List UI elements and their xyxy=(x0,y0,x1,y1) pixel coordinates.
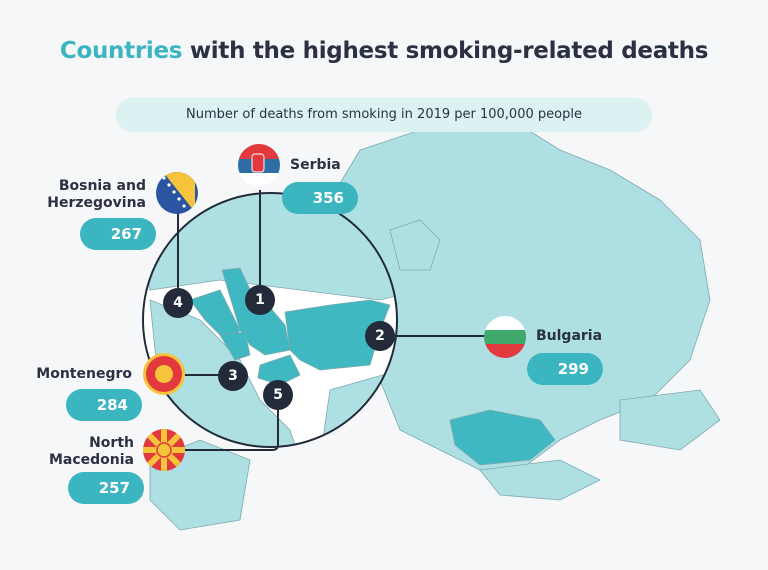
zoom-circle-border xyxy=(142,192,398,448)
title-rest: with the highest smoking-related deaths xyxy=(182,38,709,64)
rank-marker-3: 3 xyxy=(218,361,248,391)
title-highlight: Countries xyxy=(59,38,183,64)
value-badge-serbia: 356 xyxy=(282,182,358,214)
value-badge-north-macedonia: 257 xyxy=(68,472,144,504)
subtitle-pill: Number of deaths from smoking in 2019 pe… xyxy=(116,98,652,132)
country-name-bulgaria: Bulgaria xyxy=(536,328,603,344)
value-badge-bulgaria: 299 xyxy=(527,353,603,385)
bulgaria-flag xyxy=(484,316,526,358)
serbia-flag xyxy=(238,144,280,186)
rank-marker-4: 4 xyxy=(163,288,193,318)
country-name-montenegro: Montenegro xyxy=(36,366,132,382)
north-macedonia-flag xyxy=(143,429,185,471)
leader-lines xyxy=(177,190,495,451)
value-badge-montenegro: 284 xyxy=(66,389,142,421)
page-title: Countries with the highest smoking-relat… xyxy=(0,38,768,64)
country-name-north-macedonia: North Macedonia xyxy=(48,435,134,468)
highlight-balkans-main xyxy=(449,409,556,466)
rank-marker-5: 5 xyxy=(263,380,293,410)
country-name-serbia: Serbia xyxy=(290,157,341,173)
rank-marker-2: 2 xyxy=(365,321,395,351)
value-badge-bosnia: 267 xyxy=(80,218,156,250)
bosnia-flag xyxy=(156,172,198,214)
montenegro-flag xyxy=(143,353,185,395)
rank-marker-1: 1 xyxy=(245,285,275,315)
country-name-bosnia: Bosnia and Herzegovina xyxy=(47,178,146,211)
